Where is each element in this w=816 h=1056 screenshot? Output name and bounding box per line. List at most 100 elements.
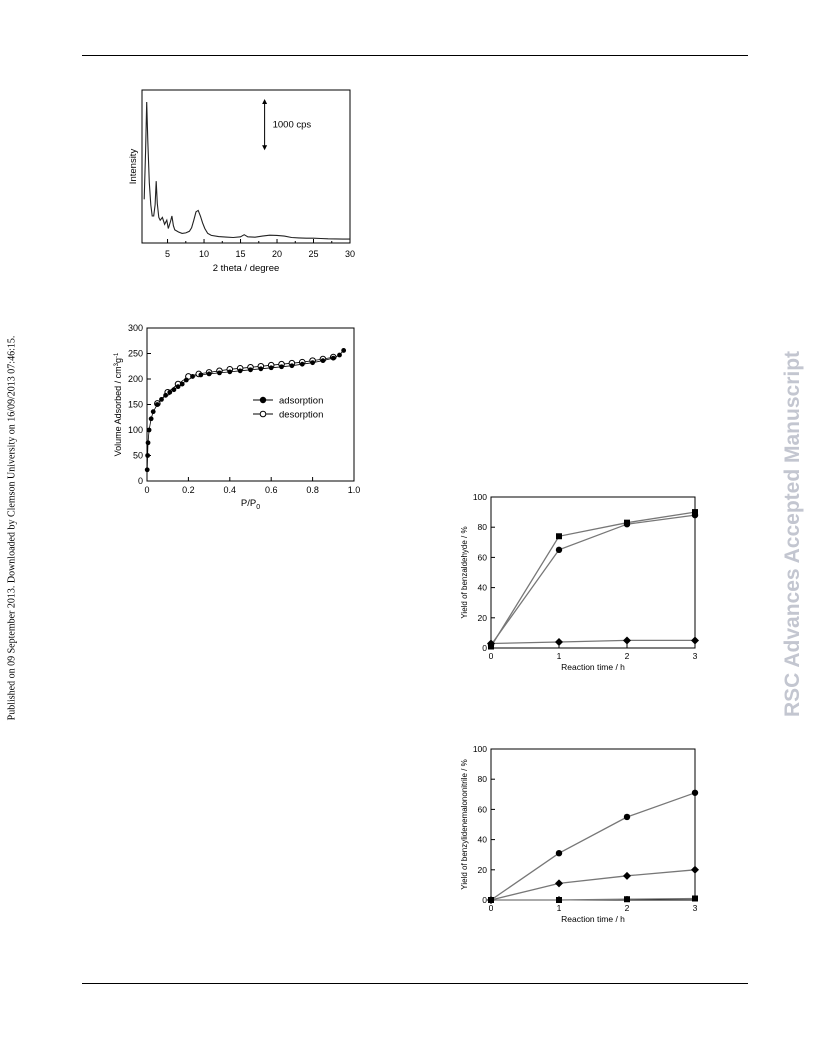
adsorption-point — [279, 364, 284, 370]
benzylidenemalononitrile-series-3-point — [624, 896, 630, 903]
x-tick-label: 3 — [693, 651, 698, 661]
x-axis-label: Reaction time / h — [561, 914, 625, 924]
y-tick-label: 250 — [128, 349, 143, 359]
xrd-pattern-line — [143, 101, 350, 240]
x-axis-label: P/P0 — [241, 498, 260, 511]
x-tick-label: 2 — [625, 651, 630, 661]
adsorption-point — [159, 397, 164, 402]
benzylidenemalononitrile-series-2-point — [691, 865, 699, 874]
adsorption-point — [171, 387, 177, 393]
benzylidenemalononitrile-series-1-line — [490, 792, 696, 901]
benzylidenemalononitrile-series-2-point — [623, 871, 631, 880]
adsorption-point — [167, 389, 173, 395]
scale-bar-label: 1000 cps — [273, 120, 312, 131]
adsorption-point — [237, 368, 243, 374]
x-tick-label: 30 — [345, 249, 355, 259]
y-tick-label: 60 — [478, 552, 488, 562]
isotherm-chart: 0 0.2 0.4 0.6 0.8 1.0 0 50 100 150 200 250 300 adsorp… — [113, 323, 361, 511]
x-tick-label: 1 — [557, 651, 562, 661]
adsorption-point — [299, 361, 305, 367]
benzaldehyde-series-1-line — [490, 511, 696, 647]
benzaldehyde-series-3-line — [490, 639, 695, 645]
adsorption-point — [144, 467, 150, 473]
x-axis-label-subscript: 0 — [256, 504, 260, 511]
x-tick-label: 15 — [236, 249, 246, 259]
x-tick-label: 5 — [165, 249, 170, 259]
top-rule — [82, 55, 748, 56]
y-tick-label: 20 — [478, 865, 488, 875]
adsorption-point — [198, 372, 204, 378]
x-tick-label: 0.6 — [265, 485, 278, 495]
plot-frame — [490, 748, 696, 901]
y-tick-label: 100 — [473, 744, 487, 754]
x-tick-label: 1 — [557, 903, 562, 913]
x-tick-label: 2 — [625, 903, 630, 913]
y-axis-label: Intensity — [128, 149, 139, 185]
benzaldehyde-series-2-point — [623, 520, 631, 528]
benzylidenemalononitrile-series-3-point — [556, 897, 562, 903]
y-axis-label: Yield of benzylidenemalononitrile / % — [460, 759, 469, 889]
adsorption-point — [148, 416, 154, 422]
x-tick-label: 10 — [199, 249, 209, 259]
benzylidenemalononitrile-series-1-point — [691, 789, 699, 796]
benzaldehyde-series-3-point — [555, 637, 563, 646]
adsorption-point — [154, 402, 160, 407]
y-tick-label: 100 — [473, 492, 487, 502]
adsorption-point — [289, 363, 295, 369]
x-axis-label: 2 theta / degree — [213, 263, 280, 274]
x-tick-label: 0.4 — [224, 485, 237, 495]
adsorption-point — [146, 427, 152, 433]
y-axis-label-tail: g — [113, 358, 123, 363]
y-tick-label: 0 — [482, 895, 487, 905]
legend-marker-adsorption — [259, 396, 267, 404]
y-tick-label: 0 — [138, 476, 143, 486]
adsorption-point — [183, 377, 189, 383]
legend-label-adsorption: adsorption — [279, 396, 323, 407]
adsorption-point — [206, 371, 212, 377]
scale-bar-arrow-top — [262, 99, 268, 104]
adsorption-point — [175, 384, 181, 390]
y-axis-label: Yield of benzaldehyde / % — [460, 526, 469, 618]
benzaldehyde-chart: 0 1 2 3 0 20 40 60 80 100 Reaction time / h Yield o… — [460, 492, 699, 672]
adsorption-point — [341, 348, 347, 353]
benzaldehyde-series-3-point — [691, 636, 699, 645]
x-tick-label: 0 — [144, 485, 149, 495]
x-tick-label: 0 — [489, 651, 494, 661]
adsorption-point — [179, 381, 185, 387]
y-tick-label: 150 — [128, 400, 143, 410]
y-tick-label: 50 — [133, 451, 143, 461]
adsorption-point — [330, 355, 336, 361]
y-tick-label: 40 — [478, 835, 488, 845]
benzaldehyde-series-1-point — [556, 533, 562, 540]
y-axis-label: Volume Adsorbed / cm3g-1 — [113, 352, 123, 456]
bottom-rule — [82, 983, 748, 984]
adsorption-point — [217, 370, 222, 376]
x-tick-label: 1.0 — [348, 485, 361, 495]
x-tick-label: 20 — [272, 249, 282, 259]
y-tick-label: 300 — [128, 323, 143, 333]
adsorption-point — [145, 453, 151, 458]
x-tick-label: 25 — [309, 249, 319, 259]
x-tick-label: 0 — [489, 903, 494, 913]
benzylidenemalononitrile-series-3-point — [692, 895, 698, 902]
adsorption-point — [227, 369, 233, 375]
benzaldehyde-series-2-point — [691, 511, 699, 519]
y-axis-label-sup2: -1 — [114, 352, 120, 358]
adsorption-point — [337, 352, 342, 358]
benzylidenemalononitrile-chart: 0 1 2 3 0 20 40 60 80 100 Reaction time / h Yield o… — [460, 744, 699, 924]
legend-label-desorption: desorption — [279, 410, 323, 421]
y-axis-label-sup: 3 — [114, 362, 120, 366]
benzaldehyde-series-2-line — [490, 514, 696, 646]
journal-watermark-text: RSC Advances Accepted Manuscript — [781, 350, 804, 718]
benzaldehyde-series-3-point — [487, 639, 495, 648]
adsorption-point — [150, 409, 156, 415]
adsorption-point — [258, 366, 264, 372]
x-tick-label: 0.8 — [306, 485, 319, 495]
benzylidenemalononitrile-series-1-point — [623, 813, 631, 821]
y-tick-label: 100 — [128, 425, 143, 435]
benzylidenemalononitrile-series-3-point — [488, 897, 494, 903]
y-tick-label: 200 — [128, 374, 143, 384]
benzylidenemalononitrile-series-2-point — [555, 879, 563, 888]
y-tick-label: 80 — [478, 522, 488, 532]
